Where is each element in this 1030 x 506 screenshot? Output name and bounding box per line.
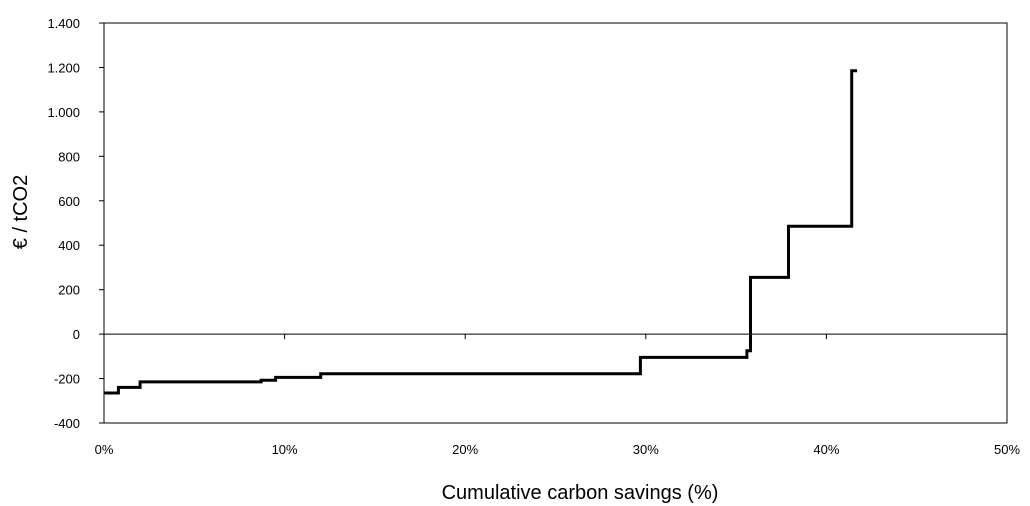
x-tick-label: 40% (813, 442, 839, 457)
series-line (104, 69, 858, 395)
x-tick-label: 50% (994, 442, 1020, 457)
y-tick-label: 400 (58, 238, 80, 253)
x-axis-ticks: 0% 10% 20% 30% 40% 50% (95, 334, 1020, 457)
y-tick-label: 1.200 (47, 60, 80, 75)
x-tick-label: 20% (452, 442, 478, 457)
x-tick-label: 30% (633, 442, 659, 457)
y-tick-label: -200 (54, 372, 80, 387)
y-axis-title: € / tCO2 (10, 175, 32, 249)
x-axis-title: Cumulative carbon savings (%) (442, 482, 719, 504)
x-tick-label: 0% (95, 442, 114, 457)
y-tick-label: 600 (58, 194, 80, 209)
plot-area (103, 22, 1008, 424)
y-tick-label: -400 (54, 416, 80, 431)
y-tick-label: 200 (58, 283, 80, 298)
y-axis-ticks: 1.400 1.200 1.000 800 600 400 200 0 -200 -400 (47, 16, 104, 431)
x-tick-label: 10% (272, 442, 298, 457)
y-tick-label: 1.400 (47, 16, 80, 31)
y-tick-label: 1.000 (47, 105, 80, 120)
y-tick-label: 800 (58, 149, 80, 164)
y-tick-label: 0 (73, 327, 80, 342)
